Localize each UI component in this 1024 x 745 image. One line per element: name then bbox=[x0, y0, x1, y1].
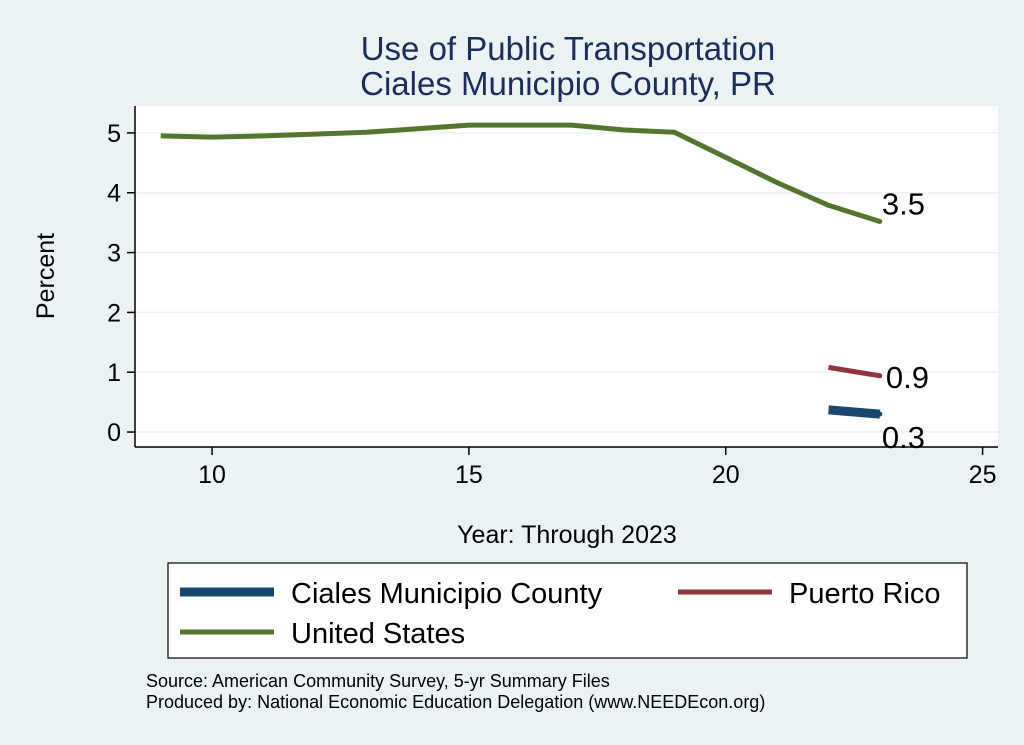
end-label-ciales-municipio-county: 0.3 bbox=[882, 420, 925, 455]
y-ticks: 0 1 2 3 4 5 bbox=[107, 120, 135, 447]
end-label-united-states: 3.5 bbox=[882, 186, 925, 221]
series-line-united-states bbox=[160, 122, 881, 224]
y-axis-label: Percent bbox=[32, 233, 60, 319]
x-tick-label-25: 25 bbox=[969, 461, 997, 489]
y-tick-label-5: 5 bbox=[107, 120, 121, 148]
x-ticks: 10 15 20 25 bbox=[198, 447, 996, 489]
legend: Ciales Municipio County Puerto Rico Unit… bbox=[167, 562, 968, 659]
plot-area bbox=[135, 106, 998, 447]
chart-title-line-2: Ciales Municipio County, PR bbox=[360, 65, 776, 102]
series-endpoint-united-states bbox=[877, 218, 883, 224]
legend-box bbox=[167, 562, 968, 659]
footer: Source: American Community Survey, 5-yr … bbox=[146, 671, 765, 713]
series-endpoint-puerto-rico bbox=[877, 373, 883, 379]
y-tick-label-0: 0 bbox=[107, 419, 121, 447]
legend-label-ciales: Ciales Municipio County bbox=[291, 578, 603, 610]
y-tick-label-4: 4 bbox=[107, 180, 121, 208]
x-axis-label: Year: Through 2023 bbox=[457, 521, 677, 549]
series-line-ciales-municipio-county bbox=[828, 405, 881, 419]
y-tick-label-3: 3 bbox=[107, 240, 121, 268]
y-tick-label-1: 1 bbox=[107, 359, 121, 387]
chart-title-line-1: Use of Public Transportation bbox=[361, 30, 776, 67]
y-tick-label-2: 2 bbox=[107, 299, 121, 327]
x-tick-label-20: 20 bbox=[712, 461, 740, 489]
series-line-puerto-rico bbox=[828, 364, 881, 379]
axes bbox=[134, 106, 998, 448]
x-tick-label-15: 15 bbox=[455, 461, 483, 489]
legend-label-puerto-rico: Puerto Rico bbox=[789, 578, 941, 610]
producer-note: Produced by: National Economic Education… bbox=[146, 692, 766, 712]
end-labels: 0.3 0.9 3.5 bbox=[882, 186, 929, 455]
series-lines bbox=[160, 122, 883, 419]
end-label-puerto-rico: 0.9 bbox=[886, 360, 929, 395]
chart-title: Use of Public Transportation Ciales Muni… bbox=[360, 30, 776, 102]
legend-label-united-states: United States bbox=[291, 618, 465, 650]
x-tick-label-10: 10 bbox=[198, 461, 226, 489]
source-note: Source: American Community Survey, 5-yr … bbox=[146, 671, 610, 691]
series-endpoint-ciales-municipio-county bbox=[877, 411, 883, 417]
